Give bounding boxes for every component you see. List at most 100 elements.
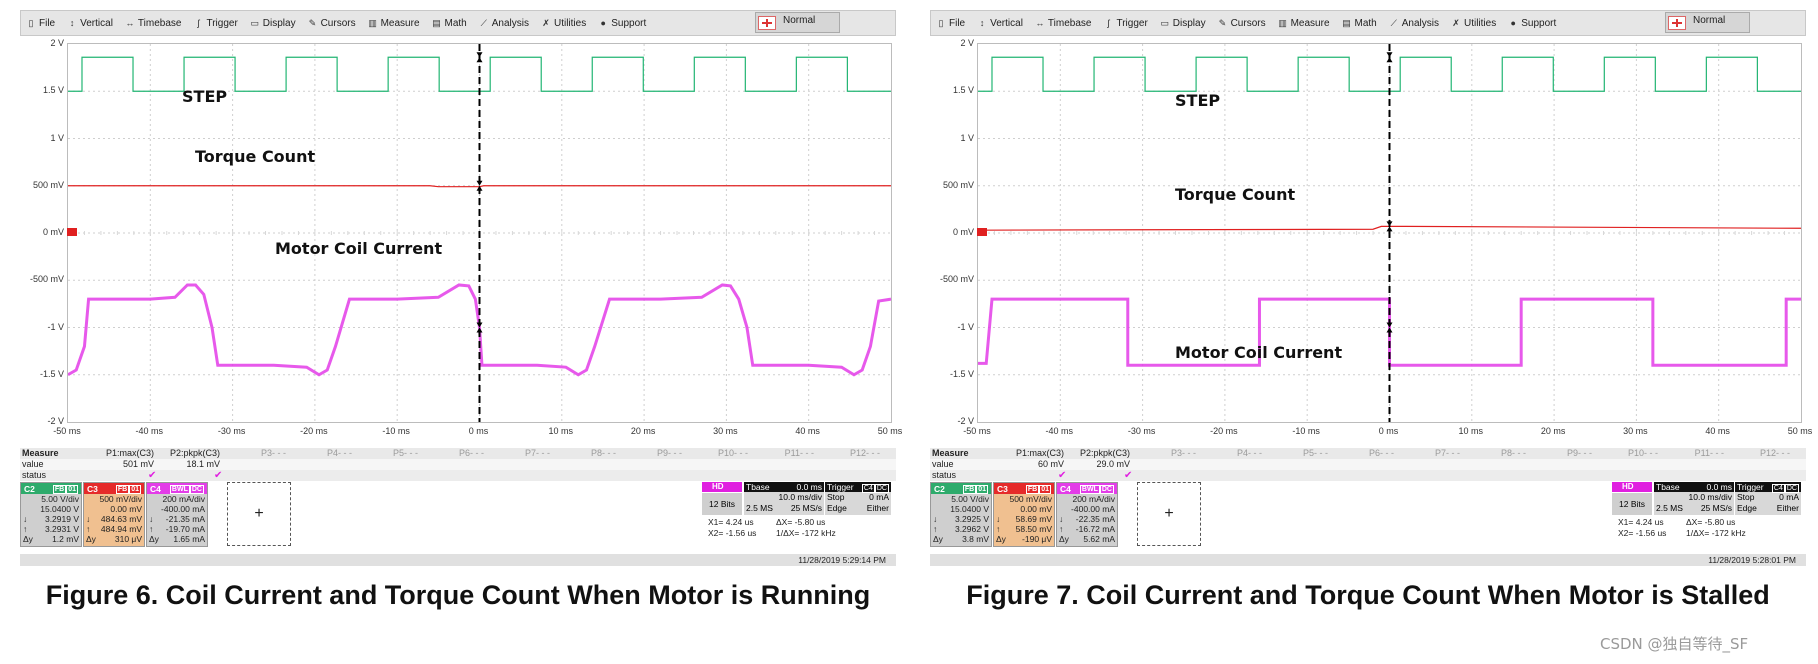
timebase-descriptor[interactable]: Tbase 0.0 ms 10.0 ms/div 2.5 MS 25 MS/s <box>744 482 824 515</box>
menu-timebase[interactable]: ↔ Timebase <box>120 12 189 34</box>
measure-param-3[interactable]: P3- - - <box>260 448 286 458</box>
measure-param-9[interactable]: P9- - - <box>1566 448 1592 458</box>
tbase-div: 10.0 ms/div <box>1688 492 1732 502</box>
c3-marker[interactable] <box>67 228 77 236</box>
waveform-grid[interactable] <box>977 43 1802 423</box>
c4-descriptor[interactable]: C4 BWL DC 200 mA/div -400.00 mA ↓ -22.35 mA ↑ -1… <box>1056 482 1118 547</box>
menu-file[interactable]: ▯ File <box>931 12 972 34</box>
measure-param-1[interactable]: P1:max(C3) <box>1015 448 1064 458</box>
x-tick-label: 0 ms <box>468 426 489 436</box>
channel-line-key: ↑ <box>933 524 938 534</box>
trigger-descriptor[interactable]: Trigger C4 DC Stop 0 mA Edge Either <box>1735 482 1801 515</box>
menu-display[interactable]: ▭ Display <box>1155 12 1213 34</box>
step-label: STEP <box>1175 91 1221 110</box>
y-tick-label: 1 V <box>960 132 974 143</box>
menu-analysis[interactable]: ⟋ Analysis <box>1384 12 1446 34</box>
channel-line-value: 310 μV <box>114 534 142 544</box>
cursor-x1: X1= 4.24 us <box>1618 517 1664 527</box>
channel-line-value: 5.00 V/div <box>951 494 989 504</box>
measure-param-6[interactable]: P6- - - <box>1368 448 1394 458</box>
measure-param-10[interactable]: P10- - - <box>1627 448 1658 458</box>
measure-param-7[interactable]: P7- - - <box>1434 448 1460 458</box>
y-tick-label: 1.5 V <box>42 85 64 96</box>
channel-line-value: -22.35 mA <box>1075 514 1115 524</box>
menu-math[interactable]: ▤ Math <box>427 12 474 34</box>
channel-line-key: Δy <box>86 534 96 544</box>
menu-cursors[interactable]: ✎ Cursors <box>303 12 363 34</box>
measure-param-7[interactable]: P7- - - <box>524 448 550 458</box>
x-tick-label: -10 ms <box>382 426 410 436</box>
c3-descriptor[interactable]: C3 FB 01 500 mV/div 0.00 mV ↓ 58.69 mV ↑ 58.50 m… <box>993 482 1055 547</box>
menu-support[interactable]: ● Support <box>1503 12 1563 34</box>
c2-descriptor[interactable]: C2 FB 01 5.00 V/div 15.0400 V ↓ 3.2919 V ↑ 3.293… <box>20 482 82 547</box>
channel-line-value: 5.62 mA <box>1083 534 1115 544</box>
x-tick-label: 20 ms <box>630 426 656 436</box>
channel-line-value: -19.70 mA <box>165 524 205 534</box>
channel-line-value: 1.2 mV <box>52 534 79 544</box>
x-tick-label: -50 ms <box>53 426 81 436</box>
measure-param-8[interactable]: P8- - - <box>1500 448 1526 458</box>
menu-utilities[interactable]: ✗ Utilities <box>1446 12 1503 34</box>
measure-param-6[interactable]: P6- - - <box>458 448 484 458</box>
measure-param-2[interactable]: P2:pkpk(C3) <box>169 448 220 458</box>
menu-file[interactable]: ▯ File <box>21 12 62 34</box>
measure-param-8[interactable]: P8- - - <box>590 448 616 458</box>
channel-line-value: 58.50 mV <box>1015 524 1052 534</box>
x-tick-label: 20 ms <box>1540 426 1566 436</box>
measure-param-4[interactable]: P4- - - <box>1236 448 1262 458</box>
measure-param-2[interactable]: P2:pkpk(C3) <box>1079 448 1130 458</box>
measure-param-10[interactable]: P10- - - <box>717 448 748 458</box>
trigger-type: Edge <box>827 503 847 513</box>
trigger-descriptor[interactable]: Trigger C4 DC Stop 0 mA Edge Either <box>825 482 891 515</box>
measure-param-5[interactable]: P5- - - <box>1302 448 1328 458</box>
add-channel-button[interactable]: + <box>227 482 291 546</box>
measure-param-1[interactable]: P1:max(C3) <box>105 448 154 458</box>
menu-trigger[interactable]: ʃ Trigger <box>188 12 244 34</box>
channel-line-key: ↑ <box>149 524 154 534</box>
measure-param-12[interactable]: P12- - - <box>849 448 880 458</box>
menu-support[interactable]: ● Support <box>593 12 653 34</box>
timebase-descriptor[interactable]: Tbase 0.0 ms 10.0 ms/div 2.5 MS 25 MS/s <box>1654 482 1734 515</box>
measure-param-12[interactable]: P12- - - <box>1759 448 1790 458</box>
c3-marker[interactable] <box>977 228 987 236</box>
add-channel-button[interactable]: + <box>1137 482 1201 546</box>
scope-panel-stalled: ▯ File ↕ Vertical ↔ Timebase ʃ Trigger ▭ Display ✎… <box>930 10 1812 660</box>
menu-timebase[interactable]: ↔ Timebase <box>1030 12 1099 34</box>
channel-line-key: ↑ <box>996 524 1001 534</box>
measure-param-9[interactable]: P9- - - <box>656 448 682 458</box>
channel-line-value: -21.35 mA <box>165 514 205 524</box>
c4-descriptor[interactable]: C4 BWL DC 200 mA/div -400.00 mA ↓ -21.35 mA ↑ -1… <box>146 482 208 547</box>
measure-param-5[interactable]: P5- - - <box>392 448 418 458</box>
c2-descriptor[interactable]: C2 FB 01 5.00 V/div 15.0400 V ↓ 3.2925 V ↑ 3.296… <box>930 482 992 547</box>
measure-param-3[interactable]: P3- - - <box>1170 448 1196 458</box>
cursor-dx: ΔX= -5.80 us <box>776 517 826 527</box>
measure-param-11[interactable]: P11- - - <box>784 448 814 458</box>
measure-param-4[interactable]: P4- - - <box>326 448 352 458</box>
menu-analysis[interactable]: ⟋ Analysis <box>474 12 536 34</box>
menu-trigger[interactable]: ʃ Trigger <box>1098 12 1154 34</box>
cursors-icon: ✎ <box>1218 17 1227 28</box>
trigger-mode-button[interactable]: Normal <box>755 12 840 33</box>
channel-line-value: 0.00 mV <box>1020 504 1052 514</box>
menu-utilities[interactable]: ✗ Utilities <box>536 12 593 34</box>
menu-label: Analysis <box>491 17 529 29</box>
y-tick-label: -500 mV <box>939 274 974 285</box>
trigger-tag: DC <box>874 484 889 493</box>
menu-display[interactable]: ▭ Display <box>245 12 303 34</box>
trigger-title: Trigger <box>1737 482 1764 492</box>
menu-cursors[interactable]: ✎ Cursors <box>1213 12 1273 34</box>
x-tick-label: 30 ms <box>713 426 738 436</box>
menu-vertical[interactable]: ↕ Vertical <box>972 12 1030 34</box>
menu-math[interactable]: ▤ Math <box>1337 12 1384 34</box>
trigger-tag: DC <box>1784 484 1799 493</box>
menu-vertical[interactable]: ↕ Vertical <box>62 12 120 34</box>
channel-line-key: Δy <box>23 534 33 544</box>
measure-param-11[interactable]: P11- - - <box>1694 448 1724 458</box>
channel-line-value: 484.94 mV <box>100 524 142 534</box>
menu-measure[interactable]: ▥ Measure <box>1273 12 1337 34</box>
menu-measure[interactable]: ▥ Measure <box>363 12 427 34</box>
waveform-grid[interactable] <box>67 43 892 423</box>
trigger-mode-button[interactable]: Normal <box>1665 12 1750 33</box>
c3-descriptor[interactable]: C3 FB 01 500 mV/div 0.00 mV ↓ 484.63 mV ↑ 484.94… <box>83 482 145 547</box>
y-tick-label: 0 mV <box>42 227 64 237</box>
